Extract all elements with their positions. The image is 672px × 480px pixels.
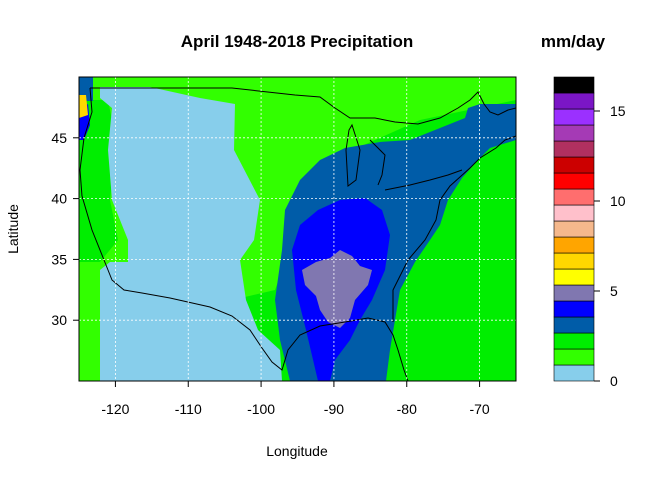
colorbar-swatch <box>553 204 595 222</box>
colorbar-swatch <box>553 268 595 286</box>
y-tick-label: 45 <box>51 130 67 146</box>
x-tick-label: -110 <box>175 401 202 417</box>
colorbar-swatch <box>553 284 595 302</box>
colorbar-swatch <box>553 332 595 350</box>
colorbar-swatch <box>553 188 595 206</box>
atlantic-moderate-region <box>485 230 516 381</box>
colorbar-swatch <box>553 76 595 94</box>
x-axis: -120 -110 -100 -90 -80 -70 <box>101 381 490 417</box>
colorbar-swatch <box>553 92 595 110</box>
lower-mississippi-peak-region <box>302 250 372 328</box>
colorbar-swatch <box>553 300 595 318</box>
colorbar-swatch <box>553 140 595 158</box>
dry-patch <box>127 300 136 308</box>
colorbar-swatch <box>553 364 595 382</box>
colorbar-swatch <box>553 172 595 190</box>
y-tick-label: 40 <box>51 191 67 207</box>
x-tick-label: -120 <box>101 401 129 417</box>
x-tick-label: -80 <box>397 401 417 417</box>
colorbar-swatch <box>553 236 595 254</box>
colorbar-swatch <box>553 156 595 174</box>
colorbar-tick-label: 10 <box>610 193 626 209</box>
y-axis-label: Latitude <box>5 204 21 254</box>
colorbar-title: mm/day <box>541 32 606 51</box>
west-coast-moderate-region <box>79 100 118 262</box>
colorbar-swatch <box>553 316 595 334</box>
coastlines <box>79 87 516 381</box>
y-tick-label: 35 <box>51 251 67 267</box>
precipitation-field <box>79 77 516 381</box>
x-tick-label: -70 <box>469 401 489 417</box>
coastal-range-peak <box>79 95 88 118</box>
map-title: April 1948-2018 Precipitation <box>181 32 413 51</box>
x-tick-label: -90 <box>324 401 344 417</box>
x-axis-label: Longitude <box>266 443 328 459</box>
colorbar-swatch <box>553 252 595 270</box>
colorbar-swatch <box>553 220 595 238</box>
x-tick-label: -100 <box>247 401 275 417</box>
colorbar-tick-label: 0 <box>610 373 618 389</box>
colorbar-tick-label: 5 <box>610 283 618 299</box>
grid-lines <box>79 77 516 381</box>
colorbar-swatch <box>553 348 595 366</box>
colorbar: 0 5 10 15 <box>553 76 626 389</box>
southwest-dry-region <box>100 87 282 381</box>
colorbar-swatch <box>553 108 595 126</box>
y-tick-label: 30 <box>51 312 67 328</box>
y-axis: 30 35 40 45 <box>51 130 79 328</box>
colorbar-tick-label: 15 <box>610 103 626 119</box>
plot-frame <box>78 76 517 382</box>
colorbar-swatch <box>553 124 595 142</box>
